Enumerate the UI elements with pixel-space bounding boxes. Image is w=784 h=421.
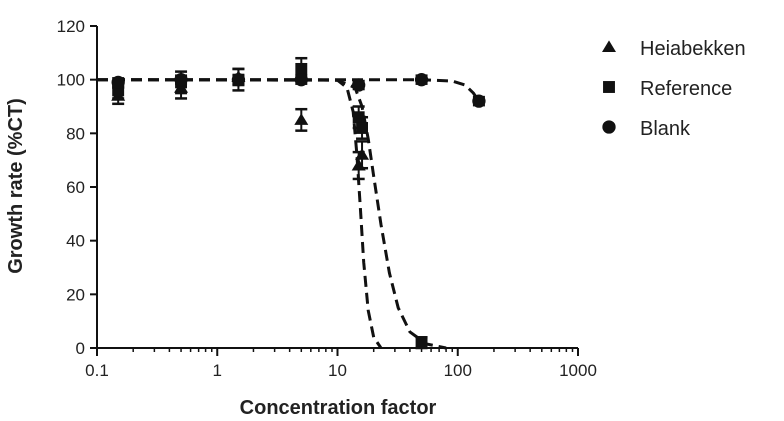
y-tick-label: 120 bbox=[57, 17, 85, 36]
point-reference bbox=[415, 336, 428, 349]
y-tick-label: 0 bbox=[76, 339, 85, 358]
x-tick-label: 100 bbox=[444, 361, 472, 380]
plot-area: 0 20 40 60 80 100 120 0.1 1 10 100 1000 bbox=[57, 17, 597, 380]
x-tick-label: 0.1 bbox=[85, 361, 109, 380]
point-reference bbox=[112, 84, 125, 97]
point-reference bbox=[356, 122, 368, 134]
x-ticks: 0.1 1 10 100 1000 bbox=[85, 348, 597, 380]
legend-label-reference: Reference bbox=[640, 78, 732, 100]
x-tick-label: 1000 bbox=[559, 361, 597, 380]
legend-marker-reference bbox=[603, 81, 615, 93]
point-heiabekken bbox=[294, 113, 309, 125]
fit-curve-blank bbox=[97, 78, 481, 102]
x-tick-label: 1 bbox=[213, 361, 222, 380]
fit-curve-reference bbox=[96, 78, 447, 350]
point-reference bbox=[295, 62, 308, 75]
point-blank bbox=[414, 73, 429, 87]
legend-label-blank: Blank bbox=[640, 118, 691, 140]
legend-marker-blank bbox=[602, 120, 616, 134]
point-blank bbox=[294, 73, 308, 87]
point-blank bbox=[472, 94, 486, 108]
legend-label-heiabekken: Heiabekken bbox=[640, 38, 746, 60]
y-tick-label: 40 bbox=[66, 232, 85, 251]
x-tick-label: 10 bbox=[328, 361, 347, 380]
legend: Heiabekken Reference Blank bbox=[602, 38, 746, 140]
point-blank bbox=[231, 73, 246, 87]
point-blank bbox=[111, 75, 125, 89]
y-tick-label: 60 bbox=[66, 178, 85, 197]
y-tick-label: 20 bbox=[66, 285, 85, 304]
legend-marker-heiabekken bbox=[602, 40, 616, 52]
fit-curve-heiabekken bbox=[97, 78, 383, 349]
point-heiabekken bbox=[355, 148, 370, 160]
y-axis-title: Growth rate (%CT) bbox=[5, 98, 27, 274]
y-ticks: 0 20 40 60 80 100 120 bbox=[57, 17, 97, 358]
x-axis-title: Concentration factor bbox=[240, 397, 437, 419]
point-blank bbox=[352, 78, 366, 92]
data-points bbox=[111, 56, 486, 350]
fit-lines bbox=[96, 78, 481, 350]
y-tick-label: 100 bbox=[57, 71, 85, 90]
y-tick-label: 80 bbox=[66, 124, 85, 143]
point-blank bbox=[174, 73, 188, 87]
